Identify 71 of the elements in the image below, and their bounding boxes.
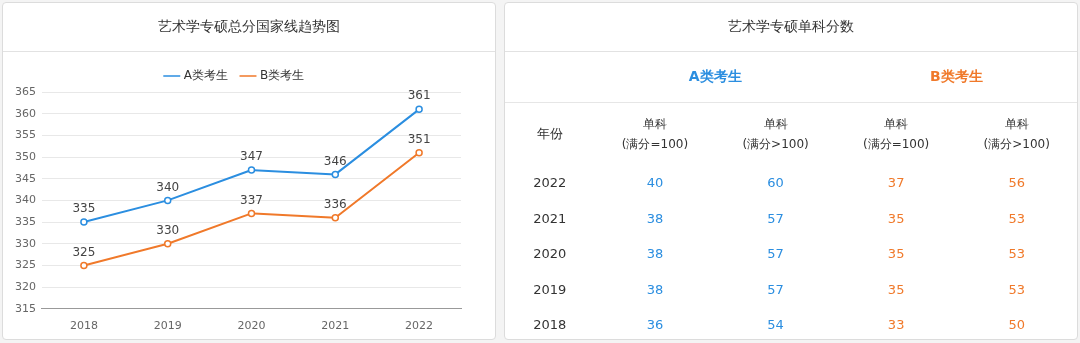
data-label: 335 [72,201,96,216]
data-label: 37 [886,175,906,191]
y-tick-label: 2020 [532,246,568,262]
data-label: 54 [766,317,785,333]
point [415,105,423,114]
y-tick-label: 335 [15,214,36,228]
data-label: 53 [1007,210,1026,226]
data-label: 36 [645,317,665,333]
point [163,196,172,205]
y-tick-label: 2022 [532,175,568,191]
data-label: 33 [886,317,906,333]
data-label: 38 [645,281,665,297]
data-label: 50 [1007,317,1026,333]
point [247,166,256,174]
x-tick-label: 单科 (满分=100) [620,116,690,153]
x-tick-label: 2019 [153,319,182,333]
data-label: 40 [645,175,665,191]
data-label: 361 [407,88,431,103]
data-label: 346 [323,153,347,168]
x-tick-label: 单科 (满分=100) [861,116,931,153]
chart-title: 艺术学专硕总分国家线趋势图 [3,3,495,52]
y-tick-label: 325 [15,258,36,272]
data-label: 57 [766,210,785,226]
point [331,170,340,179]
data-label: 35 [886,210,906,226]
data-label: 35 [886,281,906,297]
data-label: 57 [766,281,785,297]
data-label: 57 [766,246,785,262]
data-label: 337 [240,192,263,207]
point [163,240,172,248]
data-label: 330 [156,222,180,237]
x-tick-label: 2018 [69,319,98,333]
point [331,213,340,222]
x-axis-title: 年份 [535,125,564,143]
y-tick-label: 340 [15,193,36,207]
legend-label: B类考生 [259,68,305,83]
y-tick-label: 315 [15,301,36,315]
y-tick-label: 355 [15,128,36,142]
y-tick-label: 320 [15,279,36,293]
x-tick-label: 2021 [321,319,350,333]
x-tick-label: 2022 [405,319,434,333]
y-tick-label: 360 [15,106,36,120]
data-label: 60 [766,175,785,191]
x-tick-label: 2020 [237,319,266,333]
data-label: 35 [886,246,906,262]
data-label: 38 [645,210,665,226]
point [80,261,88,270]
y-tick-label: 2021 [532,210,568,226]
y-tick-label: 350 [15,149,36,163]
text: A类考生 [687,68,743,86]
point [415,148,423,157]
data-label: 53 [1007,246,1026,262]
point [247,209,256,218]
data-label: 336 [323,196,347,211]
data-label: 56 [1007,175,1026,191]
data-label: 38 [645,246,665,262]
data-label: 347 [240,149,263,164]
y-tick-label: 2019 [532,281,568,297]
chart-title: 艺术学专硕单科分数 [505,3,1077,52]
x-tick-label: 单科 (满分>100) [982,116,1051,153]
data-label: 325 [72,244,96,259]
legend-label: A类考生 [183,68,228,83]
data-label: 53 [1007,281,1026,297]
y-tick-label: 365 [15,84,36,98]
y-tick-label: 345 [15,171,36,185]
text: B类考生 [929,68,984,86]
y-tick-label: 330 [15,236,36,250]
x-tick-label: 单科 (满分>100) [741,116,810,153]
point [80,218,88,226]
data-label: 340 [156,179,180,194]
data-label: 351 [407,131,431,146]
